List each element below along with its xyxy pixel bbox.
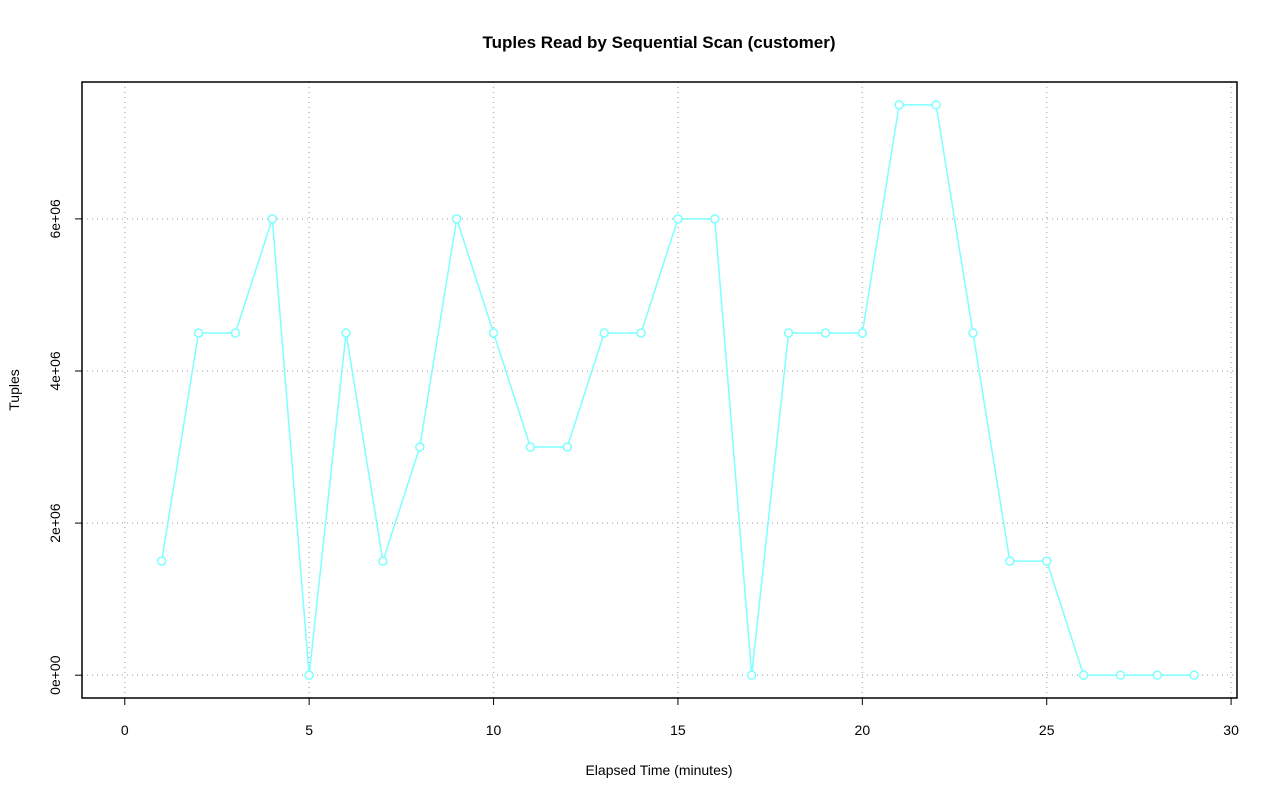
- data-point: [820, 328, 831, 338]
- y-tick-label: 0e+00: [47, 655, 63, 695]
- x-tick-label: 10: [486, 722, 502, 738]
- data-point: [599, 328, 609, 338]
- data-point: [857, 328, 868, 338]
- data-point: [1152, 670, 1163, 680]
- plot-frame: [81, 81, 1238, 699]
- data-point: [1005, 556, 1015, 566]
- data-point: [673, 214, 683, 224]
- y-tick-label: 2e+06: [47, 503, 63, 543]
- chart-title: Tuples Read by Sequential Scan (customer…: [483, 33, 836, 52]
- data-point: [378, 556, 388, 566]
- data-point: [1189, 670, 1199, 680]
- y-axis-label: Tuples: [6, 369, 22, 411]
- data-point: [1115, 670, 1126, 680]
- x-tick-label: 25: [1039, 722, 1055, 738]
- data-point: [746, 670, 757, 680]
- data-point: [931, 100, 941, 110]
- y-tick-label: 4e+06: [47, 351, 63, 391]
- data-point: [193, 328, 204, 338]
- data-point: [156, 556, 167, 566]
- x-axis-label: Elapsed Time (minutes): [585, 762, 732, 778]
- data-point: [341, 328, 351, 338]
- x-tick-label: 0: [121, 722, 129, 738]
- data-point: [1078, 670, 1089, 680]
- data-point: [415, 442, 425, 452]
- data-point: [525, 442, 536, 452]
- data-point: [1041, 556, 1052, 566]
- data-point: [451, 214, 462, 224]
- x-tick-label: 15: [670, 722, 686, 738]
- series-line: [160, 104, 1195, 676]
- data-point: [562, 442, 573, 452]
- data-point: [636, 328, 646, 338]
- data-point: [968, 328, 978, 338]
- data-point: [230, 328, 241, 338]
- x-tick-label: 30: [1223, 722, 1239, 738]
- x-tick-label: 5: [305, 722, 313, 738]
- data-point: [894, 100, 904, 110]
- data-point: [304, 670, 314, 680]
- data-point: [783, 328, 794, 338]
- data-point: [488, 328, 499, 338]
- data-point: [267, 214, 278, 224]
- x-tick-label: 20: [855, 722, 871, 738]
- y-tick-label: 6e+06: [47, 199, 63, 239]
- data-point: [710, 214, 720, 224]
